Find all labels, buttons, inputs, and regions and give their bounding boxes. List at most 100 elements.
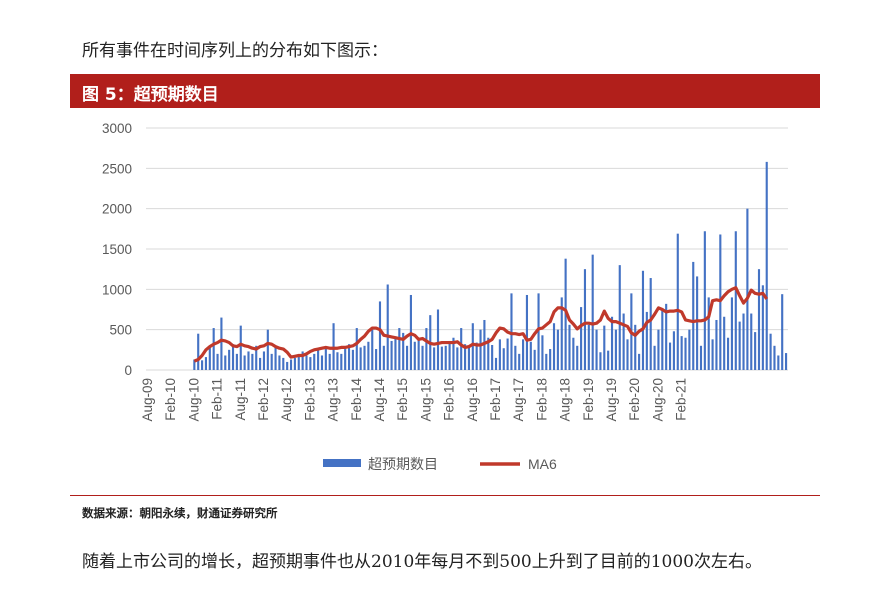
bar	[638, 353, 641, 370]
x-tick-label: Feb-12	[256, 378, 271, 421]
x-tick-label: Aug-09	[140, 378, 155, 422]
bar	[614, 329, 617, 370]
bar	[491, 344, 494, 370]
bar	[668, 342, 672, 370]
bar	[278, 355, 281, 370]
y-tick-label: 2000	[102, 202, 132, 217]
y-tick-label: 500	[109, 323, 132, 338]
bar	[390, 340, 393, 370]
bar	[506, 338, 509, 370]
x-tick-label: Aug-14	[372, 378, 387, 422]
bar	[378, 301, 382, 370]
bar	[309, 357, 312, 370]
bar	[738, 321, 741, 370]
bar	[699, 345, 703, 370]
bar	[730, 297, 733, 370]
bar	[533, 349, 536, 370]
bar	[289, 359, 293, 370]
source-divider	[70, 495, 820, 496]
x-tick-label: Feb-17	[488, 378, 503, 421]
x-tick-label: Feb-16	[442, 378, 457, 421]
bar	[610, 316, 614, 370]
bar	[757, 269, 761, 370]
bar	[676, 233, 679, 370]
x-tick-label: Aug-19	[604, 378, 619, 422]
bar	[448, 340, 451, 370]
bar	[583, 269, 587, 370]
body-paragraph: 随着上市公司的增长，超预期事件也从2010年每月不到500上升到了目前的1000…	[82, 552, 762, 572]
bar	[371, 329, 374, 370]
x-tick-label: Feb-14	[349, 378, 364, 421]
bar	[773, 345, 776, 370]
bar	[320, 355, 324, 370]
bar	[344, 349, 347, 370]
bar	[324, 347, 327, 370]
bar	[471, 323, 474, 370]
ma6-line	[193, 286, 769, 363]
bar	[239, 325, 242, 370]
bar	[444, 345, 447, 370]
bar	[201, 360, 204, 370]
x-tick-label: Aug-20	[650, 378, 665, 422]
bar	[456, 347, 459, 370]
bar	[398, 328, 401, 370]
bar	[436, 309, 440, 370]
bar	[382, 345, 385, 370]
bar	[347, 344, 351, 370]
bar	[464, 344, 467, 370]
x-tick-label: Aug-13	[326, 378, 341, 422]
bar	[286, 361, 289, 370]
bar	[498, 339, 501, 370]
bar	[715, 319, 718, 370]
bar	[413, 341, 416, 370]
bar	[270, 353, 273, 370]
bar	[266, 329, 269, 370]
bar	[363, 345, 366, 370]
x-tick-label: Feb-19	[581, 378, 596, 421]
figure-title: 图 5：超预期数目	[82, 85, 219, 105]
bar	[672, 331, 675, 370]
bar	[440, 346, 443, 370]
bar	[742, 313, 745, 370]
bar	[204, 357, 208, 370]
x-tick-label: Aug-12	[279, 378, 294, 422]
legend-label-bars: 超预期数目	[368, 456, 438, 472]
bar	[661, 308, 664, 370]
bar	[541, 335, 544, 370]
bar	[618, 265, 621, 370]
y-tick-label: 0	[124, 363, 132, 378]
bar	[518, 353, 521, 370]
bar	[228, 349, 231, 370]
bar	[692, 261, 695, 370]
x-tick-label: Feb-18	[534, 378, 549, 421]
bar	[336, 352, 339, 370]
bar	[607, 350, 610, 370]
bar	[282, 357, 285, 370]
bar	[645, 311, 648, 370]
bar	[452, 337, 455, 370]
legend-swatch-bars	[323, 459, 361, 467]
bar	[649, 278, 652, 370]
bar	[467, 345, 470, 370]
bar	[777, 355, 780, 370]
bar	[367, 341, 370, 370]
x-tick-label: Aug-17	[511, 378, 526, 422]
bar	[328, 353, 331, 370]
x-tick-label: Aug-11	[233, 378, 248, 421]
figure-banner: 图 5：超预期数目	[70, 74, 820, 108]
bar	[193, 359, 196, 370]
bar	[641, 270, 645, 370]
bar	[525, 294, 529, 370]
bar	[769, 333, 772, 370]
x-tick-label: Feb-11	[210, 378, 225, 420]
bar	[208, 347, 211, 370]
bar	[568, 324, 571, 370]
bar	[653, 345, 656, 370]
bar	[340, 353, 343, 370]
bar	[332, 323, 335, 370]
bar	[425, 328, 428, 370]
bar	[657, 329, 660, 370]
bar	[197, 333, 200, 370]
bar	[433, 347, 436, 370]
bar	[622, 313, 625, 370]
